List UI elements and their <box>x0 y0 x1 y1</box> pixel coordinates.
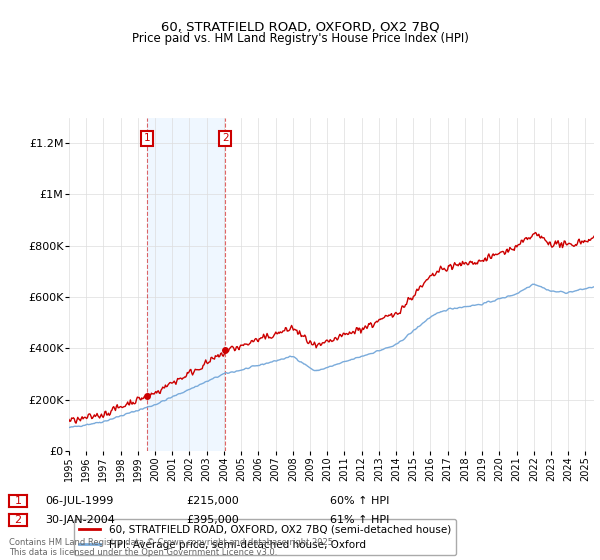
Text: £215,000: £215,000 <box>186 496 239 506</box>
Text: 1: 1 <box>14 496 22 506</box>
Text: 60% ↑ HPI: 60% ↑ HPI <box>330 496 389 506</box>
Bar <box>146 118 225 451</box>
Text: 1: 1 <box>143 133 150 143</box>
Text: 61% ↑ HPI: 61% ↑ HPI <box>330 515 389 525</box>
Text: 2: 2 <box>14 515 22 525</box>
Text: 06-JUL-1999: 06-JUL-1999 <box>45 496 113 506</box>
Text: Contains HM Land Registry data © Crown copyright and database right 2025.
This d: Contains HM Land Registry data © Crown c… <box>9 538 335 557</box>
Text: £395,000: £395,000 <box>186 515 239 525</box>
Text: 60, STRATFIELD ROAD, OXFORD, OX2 7BQ: 60, STRATFIELD ROAD, OXFORD, OX2 7BQ <box>161 21 439 34</box>
Legend: 60, STRATFIELD ROAD, OXFORD, OX2 7BQ (semi-detached house), HPI: Average price, : 60, STRATFIELD ROAD, OXFORD, OX2 7BQ (se… <box>74 519 456 555</box>
Text: Price paid vs. HM Land Registry's House Price Index (HPI): Price paid vs. HM Land Registry's House … <box>131 32 469 45</box>
Text: 30-JAN-2004: 30-JAN-2004 <box>45 515 115 525</box>
Text: 2: 2 <box>222 133 229 143</box>
